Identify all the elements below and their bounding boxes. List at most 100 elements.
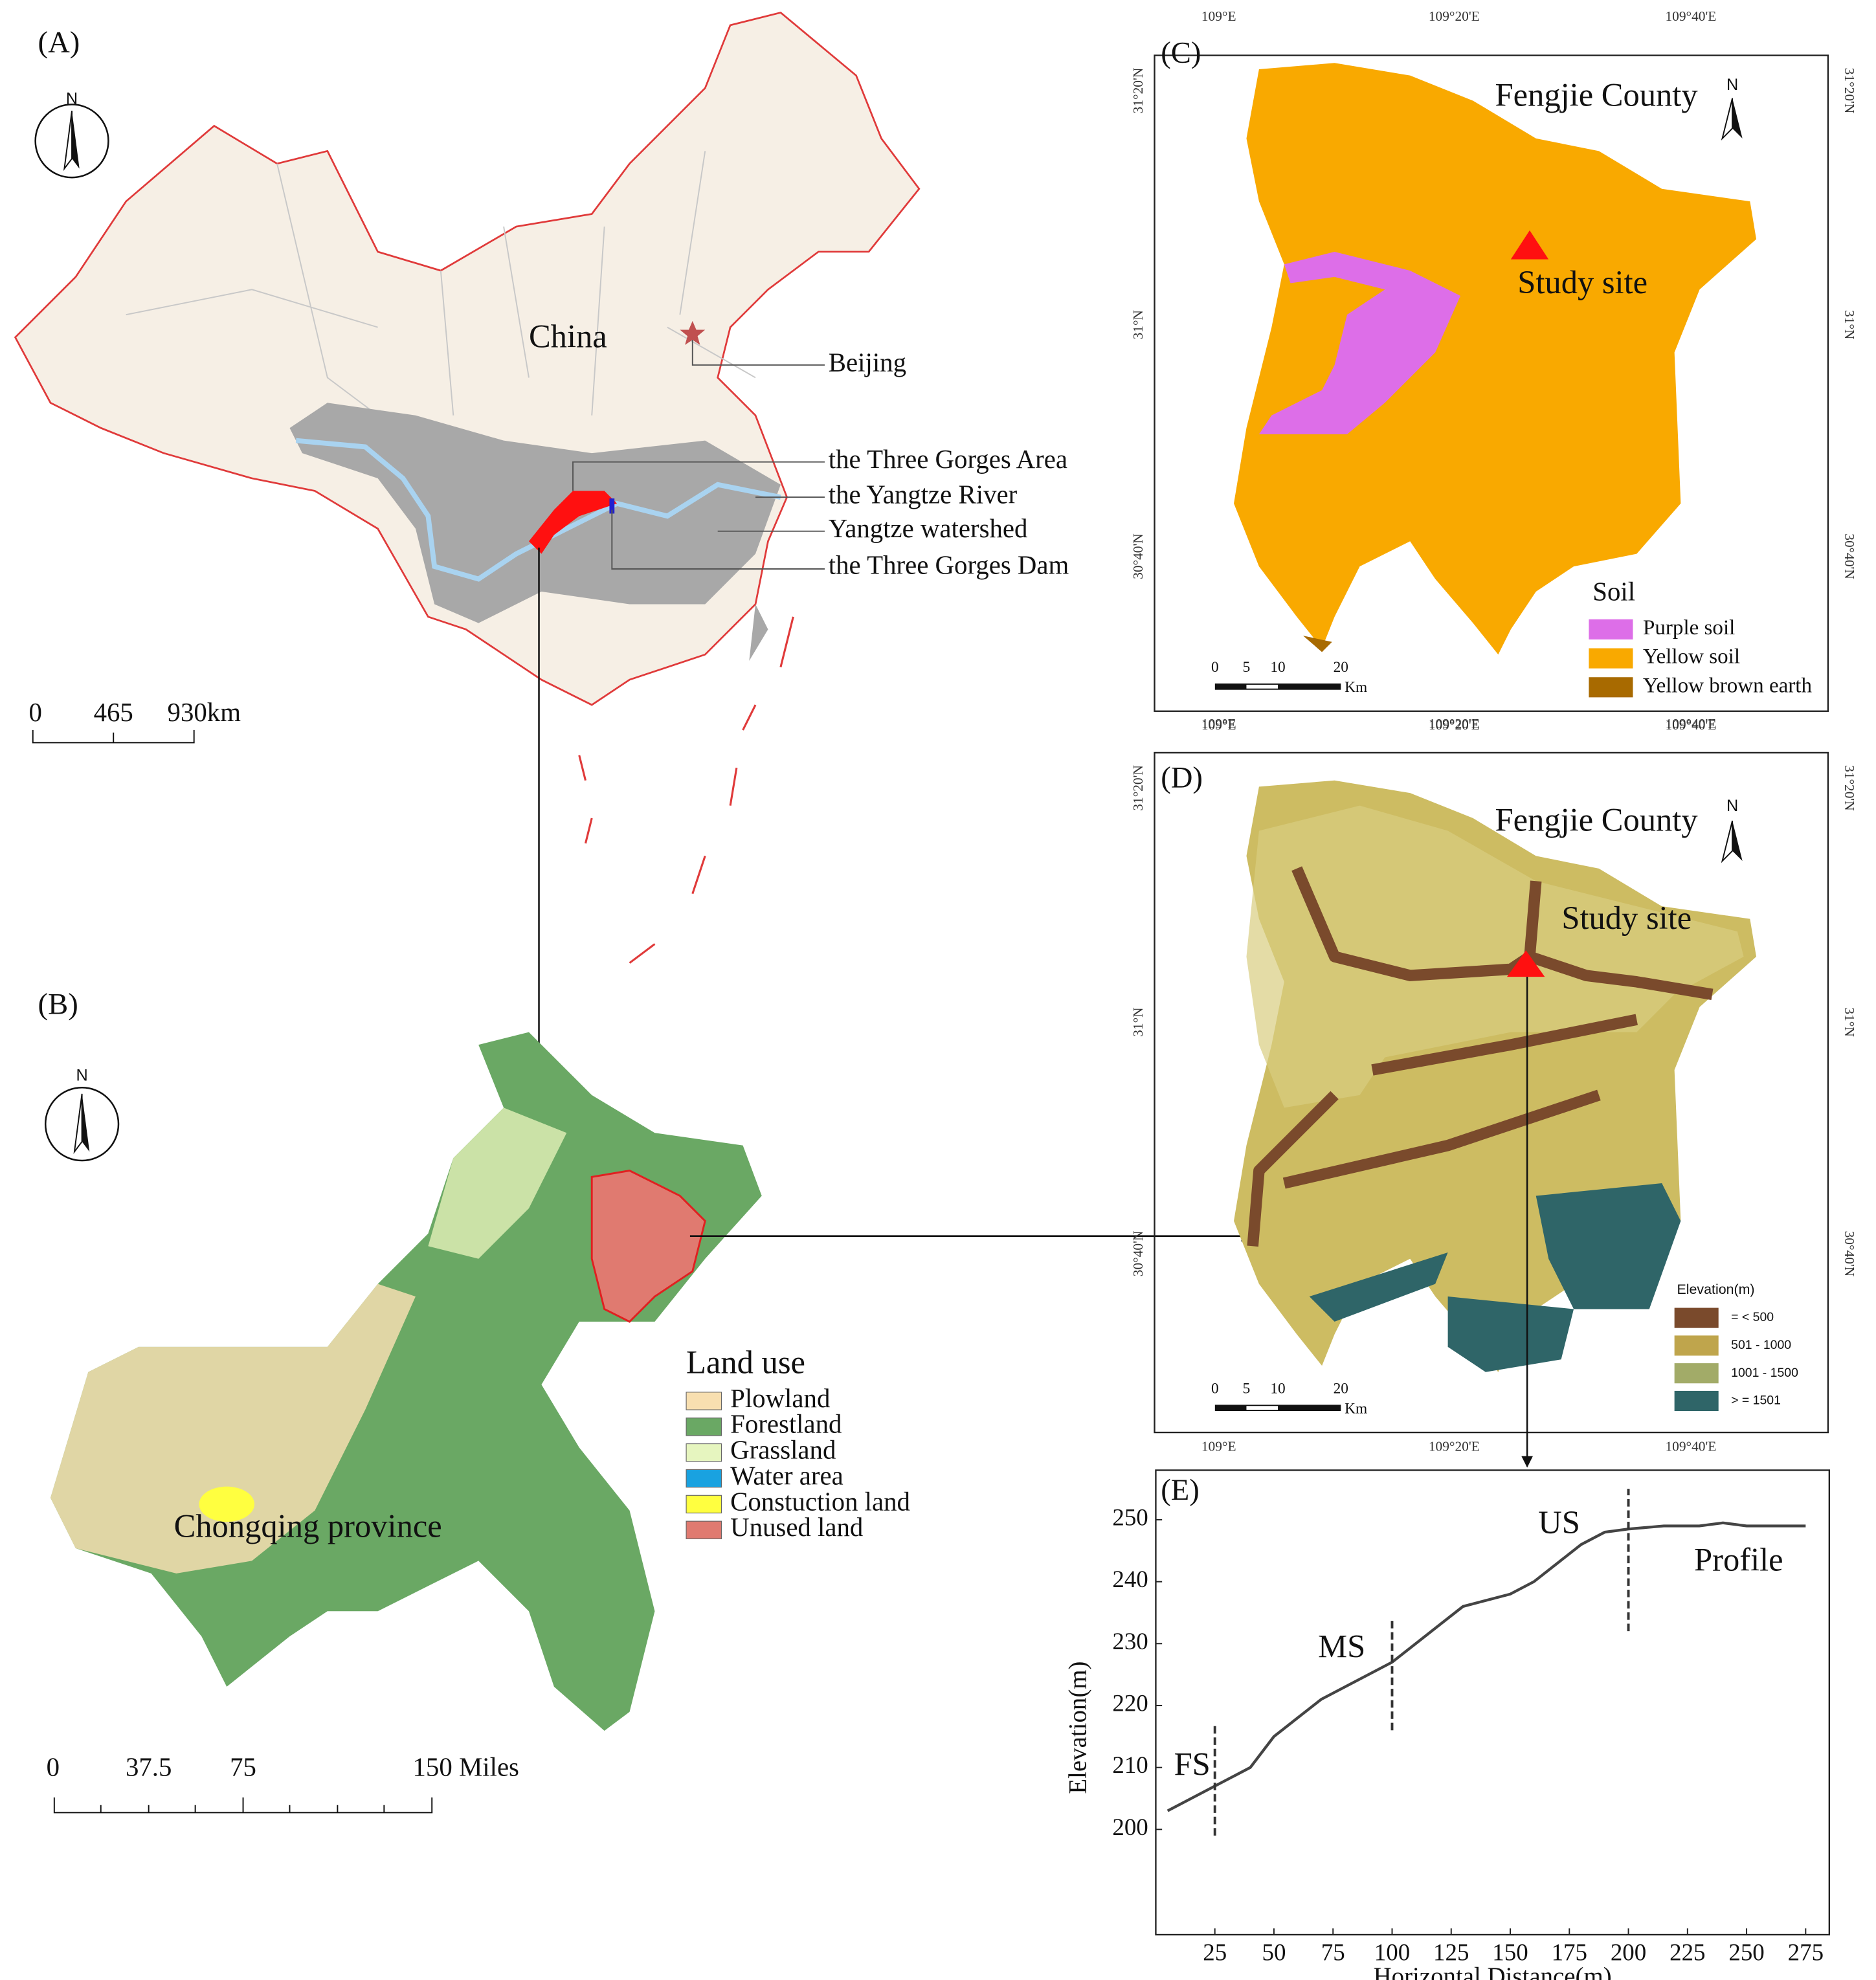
callout-label: Yangtze watershed — [829, 514, 1028, 543]
scale-label: 75 — [230, 1753, 256, 1782]
site-label: Study site — [1517, 264, 1647, 300]
panel-e: (E) 25 50 75 100 125 150 175 200 225 250 275 200 210… — [1064, 1469, 1831, 1980]
legend-label: Unused land — [730, 1513, 863, 1542]
panel-b: (B) N Chongqing province Land use Plowla… — [38, 987, 1253, 1814]
scale-label: 0 — [47, 1753, 60, 1782]
callout-line — [572, 461, 825, 491]
panel-c: (C) Fengjie County Study site N Soil Pur… — [1130, 8, 1857, 733]
y-tick-label: 210 — [1112, 1752, 1148, 1778]
sea-boundary — [578, 616, 794, 964]
scale-label: 0 — [28, 698, 41, 727]
legend-label: Yellow brown earth — [1643, 674, 1812, 697]
yangtze-watershed — [289, 403, 781, 623]
legend-swatch — [686, 1469, 722, 1488]
region-label: Chongqing province — [174, 1507, 442, 1544]
x-tick-label: 125 — [1433, 1939, 1469, 1966]
scale-label: 37.5 — [126, 1753, 172, 1782]
callout-line — [691, 340, 825, 366]
scale-label: 20 — [1334, 659, 1348, 676]
x-tick-label: 200 — [1611, 1939, 1646, 1966]
callout-line — [611, 509, 825, 570]
panel-a: (A) N China Beijing the Three Gorges Are… — [14, 11, 1069, 1062]
lon-label: 109°20'E — [1429, 8, 1480, 24]
panel-d: (D) Fengjie County Study site N Elevatio… — [1130, 716, 1857, 1468]
capital-label: Beijing — [829, 348, 906, 377]
north-label: N — [66, 89, 78, 107]
legend-swatch — [1674, 1363, 1719, 1384]
study-site-marker — [1507, 950, 1545, 977]
legend-label: = < 500 — [1731, 1310, 1774, 1324]
three-gorges-area — [528, 491, 618, 554]
legend-swatch — [1674, 1390, 1719, 1411]
legend-label: Purple soil — [1643, 616, 1735, 640]
scale-label: 5 — [1243, 1380, 1251, 1397]
plot-frame — [1155, 1469, 1831, 1936]
callout-label: the Yangtze River — [829, 480, 1018, 509]
map-title: Fengjie County — [1495, 76, 1699, 113]
legend-swatch — [686, 1418, 722, 1436]
legend-swatch — [1589, 619, 1633, 640]
construction-area — [199, 1486, 255, 1522]
panel-label: (C) — [1161, 36, 1201, 69]
legend-label: > = 1501 — [1731, 1394, 1781, 1408]
x-tick-label: 175 — [1552, 1939, 1587, 1966]
lat-label: 30°40'N — [1130, 533, 1146, 579]
map-title: Fengjie County — [1495, 801, 1699, 838]
legend-label: Water area — [730, 1461, 843, 1490]
fengjie-highlight — [590, 1170, 706, 1323]
x-tick-label: 25 — [1203, 1939, 1227, 1966]
north-label: N — [76, 1066, 87, 1084]
callout-label: the Three Gorges Dam — [829, 550, 1069, 579]
yangtze-river — [295, 438, 781, 582]
y-tick-label: 230 — [1112, 1628, 1148, 1654]
lat-label: 31°20'N — [1130, 765, 1146, 811]
north-arrow — [34, 104, 109, 179]
plowland-area — [50, 1284, 416, 1574]
legend-label: 1001 - 1500 — [1731, 1366, 1798, 1380]
lat-label: 30°40'N — [1842, 1231, 1857, 1277]
panel-label: (B) — [38, 987, 78, 1021]
legend-swatch — [686, 1392, 722, 1410]
lon-label: 109°E — [1201, 717, 1236, 733]
legend-swatch — [686, 1520, 722, 1539]
y-axis-label: Elevation(m) — [1064, 1662, 1092, 1794]
lon-label: 109°E — [1201, 1438, 1236, 1454]
scale-label: 5 — [1243, 659, 1251, 676]
soil-yellow — [1234, 63, 1757, 655]
legend-swatch — [1589, 648, 1633, 669]
scale-label: 0 — [1211, 659, 1219, 676]
panel-label: (E) — [1161, 1473, 1200, 1507]
slope-label: US — [1538, 1504, 1580, 1541]
annotation: Profile — [1694, 1542, 1783, 1578]
lat-label: 30°40'N — [1842, 533, 1857, 579]
x-tick-label: 75 — [1321, 1939, 1345, 1966]
legend-label: Yellow soil — [1643, 645, 1740, 669]
three-gorges-dam — [609, 498, 615, 514]
north-arrow — [1732, 98, 1743, 139]
soil-yellow-brown — [1302, 636, 1332, 652]
map-frame — [1154, 751, 1829, 1434]
province-borders — [126, 151, 756, 416]
scale-label: 0 — [1211, 1380, 1219, 1397]
scale-bar — [1246, 1406, 1279, 1410]
lat-label: 31°20'N — [1842, 765, 1857, 811]
legend-label: Plowland — [730, 1384, 830, 1413]
lat-label: 31°N — [1130, 310, 1146, 339]
x-axis-label: Horizontal Distance(m) — [1374, 1963, 1612, 1980]
north-arrow — [44, 1086, 120, 1162]
soil-purple — [1258, 251, 1461, 434]
legend-swatch — [1674, 1335, 1719, 1356]
scale-label: Km — [1345, 1400, 1367, 1417]
y-tick-label: 240 — [1112, 1566, 1148, 1592]
lon-label: 109°20'E — [1429, 717, 1480, 733]
legend-swatch — [1589, 677, 1633, 698]
legend-swatch — [1674, 1307, 1719, 1328]
legend-label: Grassland — [730, 1436, 836, 1465]
lat-label: 31°20'N — [1842, 68, 1857, 114]
capital-star — [680, 320, 706, 345]
x-tick-label: 100 — [1374, 1939, 1410, 1966]
terrain-peaks — [1309, 1183, 1681, 1372]
country-label: China — [529, 318, 607, 355]
